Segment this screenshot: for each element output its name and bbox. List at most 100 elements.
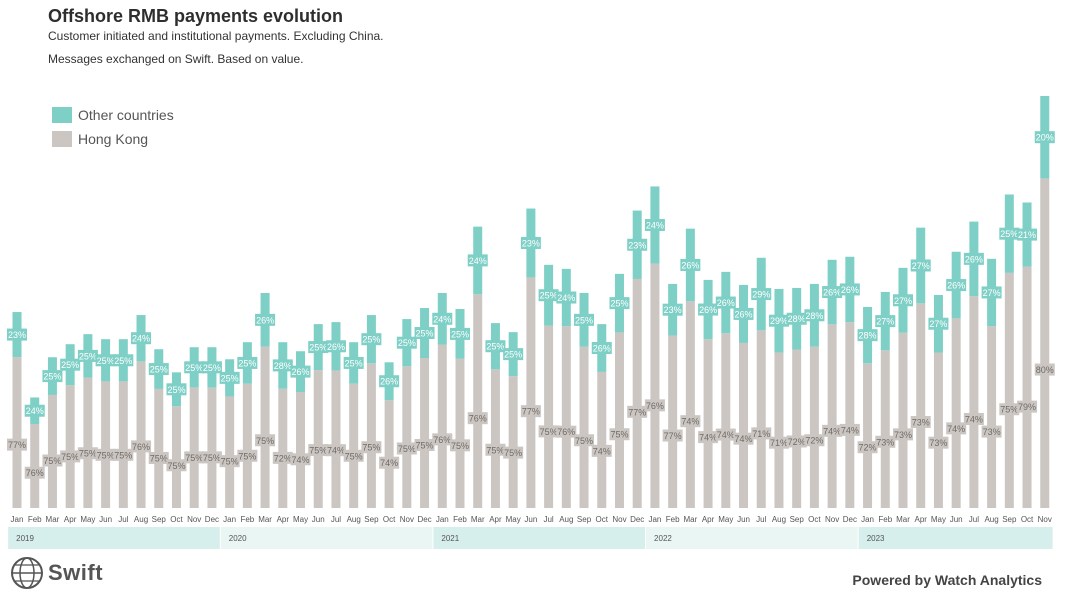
bar-hong-kong bbox=[30, 423, 40, 508]
data-label-bg-hk bbox=[875, 435, 896, 448]
bar-hong-kong bbox=[845, 322, 855, 508]
bar-hong-kong bbox=[739, 342, 749, 508]
x-tick-label: Oct bbox=[596, 515, 609, 524]
data-label-other: 21% bbox=[1018, 230, 1036, 240]
x-tick-label: Aug bbox=[347, 515, 361, 524]
chart-legend: Other countries Hong Kong bbox=[52, 103, 174, 151]
data-label-bg-other bbox=[432, 312, 453, 325]
data-label-hk: 74% bbox=[380, 458, 398, 468]
data-label-bg-hk bbox=[325, 444, 346, 457]
x-tick-label: Oct bbox=[170, 515, 183, 524]
chart-subtitle-2: Messages exchanged on Swift. Based on va… bbox=[48, 52, 304, 66]
data-label-other: 23% bbox=[628, 240, 646, 250]
x-tick-label: Oct bbox=[383, 515, 396, 524]
x-tick-label: Aug bbox=[772, 515, 786, 524]
data-label-hk: 76% bbox=[469, 414, 487, 424]
data-label-bg-hk bbox=[698, 431, 719, 444]
data-label-bg-other bbox=[414, 327, 435, 340]
x-tick-label: Jun bbox=[524, 515, 537, 524]
bar-hong-kong bbox=[225, 396, 235, 508]
data-label-bg-hk bbox=[928, 436, 949, 449]
data-label-bg-hk bbox=[1017, 400, 1038, 413]
data-label-bg-other bbox=[379, 375, 400, 388]
data-label-bg-hk bbox=[538, 425, 559, 438]
x-tick-label: Dec bbox=[843, 515, 857, 524]
data-label-bg-other bbox=[148, 363, 169, 376]
legend-swatch-hk bbox=[52, 131, 72, 147]
x-tick-label: May bbox=[293, 515, 308, 524]
data-label-other: 28% bbox=[859, 331, 877, 341]
bar-hong-kong bbox=[703, 339, 713, 508]
globe-icon bbox=[11, 557, 43, 589]
chart-subtitle: Customer initiated and institutional pay… bbox=[48, 29, 384, 43]
data-label-bg-hk bbox=[485, 443, 506, 456]
data-label-bg-other bbox=[1017, 228, 1038, 241]
data-label-other: 25% bbox=[309, 343, 327, 353]
powered-by: Powered by Watch Analytics bbox=[852, 572, 1042, 588]
bar-hong-kong bbox=[101, 381, 111, 508]
data-label-bg-other bbox=[343, 356, 364, 369]
data-label-bg-other bbox=[627, 238, 648, 251]
data-label-other: 27% bbox=[929, 319, 947, 329]
bar-hong-kong bbox=[632, 278, 642, 508]
data-label-other: 26% bbox=[699, 305, 717, 315]
bar-hong-kong bbox=[118, 381, 128, 508]
data-label-bg-other bbox=[396, 336, 417, 349]
data-label-other: 24% bbox=[132, 334, 150, 344]
x-tick-label: May bbox=[506, 515, 521, 524]
year-band bbox=[858, 527, 1053, 549]
x-tick-label: Jun bbox=[99, 515, 112, 524]
data-label-hk: 75% bbox=[504, 448, 522, 458]
data-label-bg-other bbox=[467, 254, 488, 267]
data-label-hk: 74% bbox=[717, 430, 735, 440]
data-label-other: 27% bbox=[894, 296, 912, 306]
data-label-hk: 76% bbox=[433, 435, 451, 445]
data-label-hk: 76% bbox=[646, 401, 664, 411]
bar-hong-kong bbox=[1004, 272, 1014, 508]
data-label-bg-other bbox=[308, 341, 329, 354]
x-tick-label: Jan bbox=[11, 515, 24, 524]
data-label-other: 25% bbox=[398, 338, 416, 348]
x-tick-label: Mar bbox=[258, 515, 272, 524]
bar-hong-kong bbox=[526, 277, 536, 508]
data-label-hk: 75% bbox=[256, 436, 274, 446]
data-label-hk: 75% bbox=[362, 443, 380, 453]
data-label-other: 23% bbox=[664, 305, 682, 315]
data-label-hk: 75% bbox=[150, 453, 168, 463]
data-label-hk: 75% bbox=[221, 457, 239, 467]
data-label-other: 20% bbox=[1036, 133, 1054, 143]
bar-hong-kong bbox=[366, 363, 376, 508]
bar-hong-kong bbox=[650, 263, 660, 508]
x-tick-label: May bbox=[80, 515, 95, 524]
data-label-bg-hk bbox=[201, 451, 222, 464]
data-label-other: 25% bbox=[43, 372, 61, 382]
x-tick-label: Nov bbox=[825, 515, 839, 524]
data-label-other: 26% bbox=[593, 344, 611, 354]
bar-hong-kong bbox=[668, 335, 678, 508]
data-label-hk: 77% bbox=[628, 407, 646, 417]
x-tick-label: Dec bbox=[630, 515, 644, 524]
x-tick-label: Feb bbox=[453, 515, 467, 524]
bar-hong-kong bbox=[827, 324, 837, 508]
data-label-bg-hk bbox=[680, 415, 701, 428]
bar-hong-kong bbox=[916, 303, 926, 508]
x-tick-label: May bbox=[931, 515, 946, 524]
x-tick-label: Nov bbox=[400, 515, 414, 524]
data-label-hk: 77% bbox=[664, 431, 682, 441]
data-label-bg-hk bbox=[822, 424, 843, 437]
data-label-other: 28% bbox=[805, 311, 823, 321]
x-tick-label: Sep bbox=[152, 515, 167, 524]
data-label-hk: 75% bbox=[238, 451, 256, 461]
x-tick-label: May bbox=[718, 515, 733, 524]
data-label-bg-other bbox=[201, 361, 222, 374]
data-label-other: 25% bbox=[486, 342, 504, 352]
data-label-other: 26% bbox=[380, 377, 398, 387]
data-label-bg-hk bbox=[644, 399, 665, 412]
bar-hong-kong bbox=[402, 366, 412, 508]
data-label-bg-other bbox=[733, 307, 754, 320]
data-label-hk: 77% bbox=[8, 440, 26, 450]
data-label-other: 28% bbox=[274, 361, 292, 371]
data-label-other: 25% bbox=[97, 356, 115, 366]
x-tick-label: Apr bbox=[914, 515, 927, 524]
